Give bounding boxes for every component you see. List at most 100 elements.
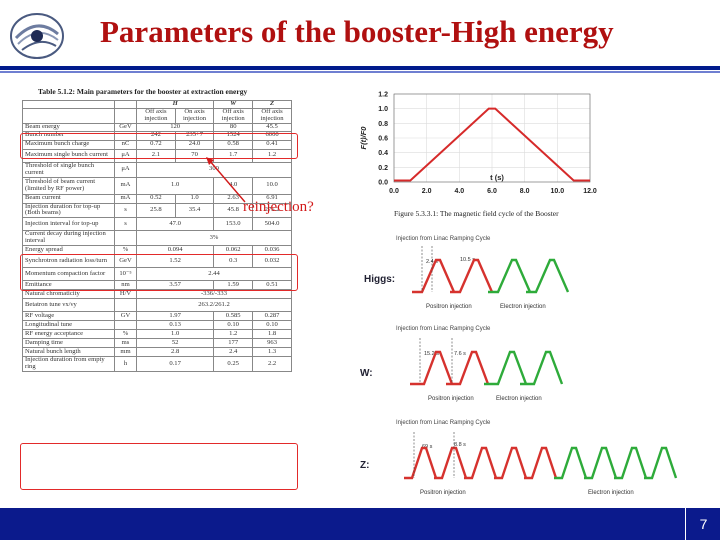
x-tick-label: 8.0 bbox=[520, 188, 530, 195]
param-value: 120 bbox=[135, 122, 215, 132]
param-unit bbox=[114, 298, 137, 313]
param-value: 1.0 bbox=[135, 329, 215, 340]
param-value: 1.8 bbox=[252, 329, 292, 340]
table-corner bbox=[22, 107, 115, 124]
param-value: 0.17 bbox=[135, 356, 215, 373]
param-name: Threshold of single bunch current bbox=[22, 161, 115, 178]
w-electron: Electron injection bbox=[496, 396, 542, 402]
electron-cycle-trace bbox=[584, 446, 618, 480]
param-name: Natural chromaticity bbox=[22, 289, 115, 300]
table-row: Beam energy GeV 120 80 45.5 bbox=[22, 122, 292, 132]
electron-cycle-trace bbox=[484, 350, 528, 386]
table-row: Maximum single bunch current μA 2.1 70 1.7 1.… bbox=[22, 148, 292, 163]
table-row: Natural bunch length mm 2.8 2.4 1.3 bbox=[22, 347, 292, 358]
param-value: 0.51 bbox=[252, 280, 292, 291]
param-name: Momentum compaction factor bbox=[22, 267, 115, 282]
param-value: 242 bbox=[136, 130, 176, 141]
sub-header: Off axis injection bbox=[252, 107, 292, 124]
param-value: 45.5 bbox=[252, 122, 292, 132]
institute-logo bbox=[10, 13, 64, 59]
param-value: 70 bbox=[174, 148, 215, 163]
sub-header: On axis injection bbox=[174, 107, 215, 124]
y-axis-label: F(t)/F0 bbox=[359, 126, 368, 150]
param-value: 153.0 bbox=[213, 217, 254, 232]
param-value: 3.57 bbox=[135, 280, 215, 291]
param-unit: mm bbox=[114, 347, 137, 358]
param-value: 300 bbox=[136, 161, 292, 178]
param-value: 177 bbox=[213, 338, 254, 349]
param-name: Damping time bbox=[22, 338, 115, 349]
param-unit: nm bbox=[114, 280, 137, 291]
param-value: 80 bbox=[213, 122, 254, 132]
param-name: Energy spread bbox=[22, 245, 115, 256]
param-value: 0.13 bbox=[135, 320, 215, 331]
y-tick-label: 1.0 bbox=[378, 106, 388, 113]
table-row: Momentum compaction factor 10⁻⁵ 2.44 bbox=[22, 267, 292, 282]
w-label: W: bbox=[360, 368, 373, 379]
table-row: RF energy acceptance% 1.0 1.2 1.8 bbox=[22, 329, 292, 340]
param-value: 1.2 bbox=[252, 148, 292, 163]
x-tick-label: 0.0 bbox=[389, 188, 399, 195]
x-tick-label: 4.0 bbox=[454, 188, 464, 195]
w-positron: Positron injection bbox=[428, 396, 474, 402]
higgs-t2: 10.5 s bbox=[460, 257, 475, 263]
w-top-note: Injection from Linac Ramping Cycle bbox=[396, 326, 491, 332]
electron-cycle-trace bbox=[520, 350, 564, 386]
param-value: 0.25 bbox=[213, 356, 254, 373]
page-number-box: 7 bbox=[685, 508, 720, 540]
z-positron: Positron injection bbox=[420, 490, 466, 496]
x-tick-label: 12.0 bbox=[583, 188, 597, 195]
param-name: Beam energy bbox=[22, 122, 115, 132]
param-name: Bunch number bbox=[22, 130, 115, 141]
param-name: Threshold of beam current (limited by RF… bbox=[22, 176, 115, 195]
table-row: Natural chromaticity H/V -336/-333 bbox=[22, 289, 292, 300]
plot-frame bbox=[393, 93, 591, 183]
param-name: Synchrotron radiation loss/turn bbox=[22, 254, 115, 269]
param-unit: mA bbox=[114, 193, 137, 204]
table-row: Threshold of single bunch current μA 300 bbox=[22, 161, 292, 178]
table-caption: Table 5.1.2: Main parameters for the boo… bbox=[38, 87, 248, 96]
param-value: 0.3 bbox=[213, 254, 254, 269]
slide-title: Parameters of the booster-High energy bbox=[100, 14, 614, 49]
table-row: Injection duration for top-up (Both beam… bbox=[22, 202, 292, 219]
param-unit: GeV bbox=[114, 122, 137, 132]
param-name: Beam current bbox=[22, 193, 115, 204]
reinjection-note: reinjection? bbox=[243, 199, 314, 215]
param-unit: ms bbox=[114, 338, 137, 349]
param-unit: 10⁻⁵ bbox=[114, 267, 137, 282]
x-tick-label: 2.0 bbox=[422, 188, 432, 195]
positron-cycle-trace bbox=[450, 258, 494, 294]
param-value: 263.2/261.2 bbox=[136, 298, 292, 313]
x-tick-label: 10.0 bbox=[551, 188, 565, 195]
field-cycle-line bbox=[394, 107, 590, 182]
param-value: 0.10 bbox=[252, 320, 292, 331]
param-value: 4.0 bbox=[213, 176, 254, 195]
table-row: Current decay during injection interval 3… bbox=[22, 230, 292, 247]
z-t1: 69 s bbox=[422, 444, 433, 450]
param-value: 2.8 bbox=[135, 347, 215, 358]
w-t1: 15.2 s bbox=[424, 351, 439, 357]
param-value: 0.094 bbox=[135, 245, 215, 256]
z-electron: Electron injection bbox=[588, 490, 634, 496]
positron-cycle-trace bbox=[524, 446, 558, 480]
param-value: 1.52 bbox=[135, 254, 215, 269]
highlight-damping bbox=[20, 443, 298, 490]
positron-cycle-trace bbox=[410, 350, 454, 386]
x-axis-label: t (s) bbox=[490, 173, 504, 182]
param-name: Current decay during injection interval bbox=[22, 230, 115, 247]
table-unit-header bbox=[114, 107, 137, 124]
higgs-electron: Electron injection bbox=[500, 304, 546, 310]
param-unit: % bbox=[114, 329, 137, 340]
param-value: 6000 bbox=[252, 130, 292, 141]
table-row: Energy spread% 0.094 0.062 0.036 bbox=[22, 245, 292, 256]
param-value: 52 bbox=[135, 338, 215, 349]
param-unit bbox=[114, 230, 137, 247]
param-value: 47.0 bbox=[135, 217, 215, 232]
param-value: 1.3 bbox=[252, 347, 292, 358]
higgs-label: Higgs: bbox=[364, 274, 396, 285]
param-unit bbox=[114, 320, 137, 331]
param-value: 0.036 bbox=[252, 245, 292, 256]
param-value: 1.0 bbox=[135, 176, 215, 195]
y-tick-label: 0.8 bbox=[378, 121, 388, 128]
param-value: 504.0 bbox=[252, 217, 292, 232]
